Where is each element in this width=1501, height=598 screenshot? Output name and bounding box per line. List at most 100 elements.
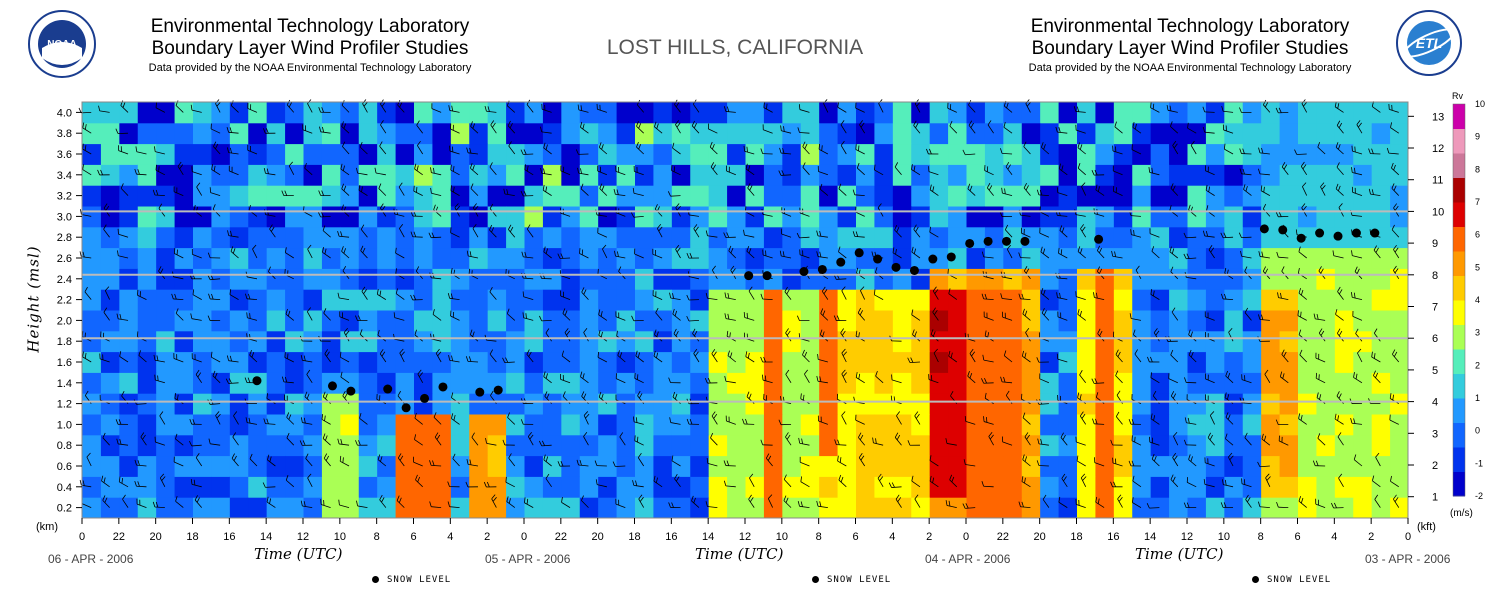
- wind-barb: [914, 494, 921, 508]
- wind-barb-shaft: [983, 276, 994, 280]
- wind-barb-shaft: [1057, 297, 1068, 300]
- wind-barb: [249, 350, 258, 363]
- heatmap-cell: [800, 310, 820, 332]
- heatmap-cell: [247, 102, 267, 124]
- heatmap-cell: [542, 143, 562, 165]
- heatmap-cell: [118, 434, 138, 457]
- wind-barb-shaft: [781, 152, 792, 155]
- wind-barb: [101, 475, 110, 488]
- wind-barb: [410, 294, 423, 301]
- heatmap-cell: [1058, 414, 1077, 436]
- wind-barb: [969, 348, 976, 363]
- heatmap-cell: [634, 226, 654, 249]
- wind-barb: [140, 432, 147, 446]
- wind-barb-flag: [1096, 245, 1101, 251]
- wind-barb-flag: [1393, 185, 1397, 191]
- heatmap-cell: [597, 351, 617, 373]
- wind-barb-flag: [305, 453, 309, 459]
- wind-barb-shaft: [1151, 251, 1160, 259]
- wind-barb: [784, 286, 792, 300]
- wind-barb-shaft: [727, 355, 737, 363]
- wind-barb: [339, 311, 350, 321]
- wind-barb-flag: [982, 354, 985, 361]
- wind-barb-flag: [192, 289, 195, 295]
- wind-barb-flag: [1151, 246, 1155, 252]
- wind-barb: [190, 313, 202, 321]
- wind-barb-flag: [840, 140, 845, 146]
- heatmap-cell: [266, 372, 286, 394]
- heatmap-cell: [634, 497, 654, 519]
- heatmap-cell: [910, 164, 930, 186]
- wind-barb-flag: [176, 187, 178, 193]
- wind-barb-shaft: [233, 415, 239, 425]
- y-tick-label: 3.6: [57, 149, 72, 161]
- heatmap-cell: [910, 247, 930, 269]
- wind-barb-flag: [618, 499, 620, 506]
- heatmap-cell: [616, 455, 635, 477]
- wind-barb-flag: [1077, 142, 1080, 148]
- wind-barb-flag: [121, 478, 124, 484]
- heatmap-cell: [947, 414, 967, 436]
- heatmap-cell: [1297, 434, 1317, 457]
- heatmap-cell: [229, 434, 249, 457]
- heatmap-cell: [1150, 393, 1170, 415]
- wind-barb-flag: [616, 189, 619, 195]
- heatmap-cell: [929, 226, 949, 249]
- wind-barb-flag: [472, 123, 476, 129]
- wind-barb-shaft: [1281, 354, 1289, 363]
- wind-barb-shaft: [615, 193, 626, 196]
- wind-barb-flag: [155, 501, 159, 508]
- heatmap-cell: [1352, 351, 1372, 373]
- wind-barb-flag: [1133, 229, 1135, 236]
- wind-barb-flag: [916, 101, 921, 107]
- wind-barb-shaft: [615, 503, 626, 508]
- wind-barb: [1388, 103, 1399, 113]
- wind-barb-flag: [176, 394, 179, 401]
- wind-barb-flag: [984, 293, 988, 300]
- wind-barb-shaft: [377, 294, 387, 300]
- heatmap-cell: [413, 164, 433, 186]
- wind-barb-shaft: [1391, 188, 1400, 196]
- heatmap-cell: [1297, 102, 1317, 124]
- wind-barb: [540, 167, 552, 176]
- wind-barb-flag: [413, 231, 417, 238]
- wind-barb-flag: [1097, 186, 1100, 192]
- heatmap-cell: [1260, 414, 1280, 436]
- wind-barb-shaft: [210, 298, 221, 300]
- wind-barb-shaft: [1337, 436, 1344, 446]
- heatmap-cell: [929, 455, 949, 477]
- wind-barb-shaft: [984, 170, 994, 176]
- wind-barb-flag: [576, 459, 579, 466]
- wind-barb-flag: [749, 497, 754, 503]
- wind-barb-flag: [436, 434, 441, 440]
- wind-barb-flag: [1393, 164, 1396, 171]
- wind-barb-flag: [1079, 411, 1084, 417]
- wind-barb-flag: [986, 182, 991, 189]
- wind-barb-flag: [968, 120, 973, 126]
- heatmap-cell: [634, 164, 654, 186]
- wind-barb-flag: [583, 393, 587, 399]
- wind-barb-flag: [710, 162, 715, 168]
- wind-barb-flag: [435, 348, 440, 354]
- wind-barb-flag: [229, 289, 232, 295]
- wind-barb: [1279, 371, 1289, 384]
- wind-barb: [595, 479, 607, 488]
- wind-barb: [539, 315, 552, 322]
- wind-barb-flag: [712, 164, 716, 170]
- wind-barb-flag: [1060, 395, 1062, 402]
- wind-barb-shaft: [1316, 377, 1326, 384]
- wind-barb-shaft: [82, 148, 92, 155]
- heatmap-cell: [1002, 122, 1022, 145]
- wind-barb-shaft: [1076, 296, 1086, 300]
- wind-barb-flag: [580, 121, 583, 128]
- wind-barb: [1204, 311, 1215, 321]
- wind-barb: [433, 412, 442, 425]
- wind-barb-flag: [669, 417, 672, 423]
- wind-barb-flag: [694, 226, 699, 232]
- wind-barb: [1372, 475, 1381, 488]
- heatmap-cell: [1150, 330, 1170, 353]
- wind-barb-flag: [103, 477, 106, 483]
- wind-barb-flag: [560, 290, 562, 297]
- wind-barb: [691, 120, 700, 134]
- wind-barb: [653, 475, 663, 488]
